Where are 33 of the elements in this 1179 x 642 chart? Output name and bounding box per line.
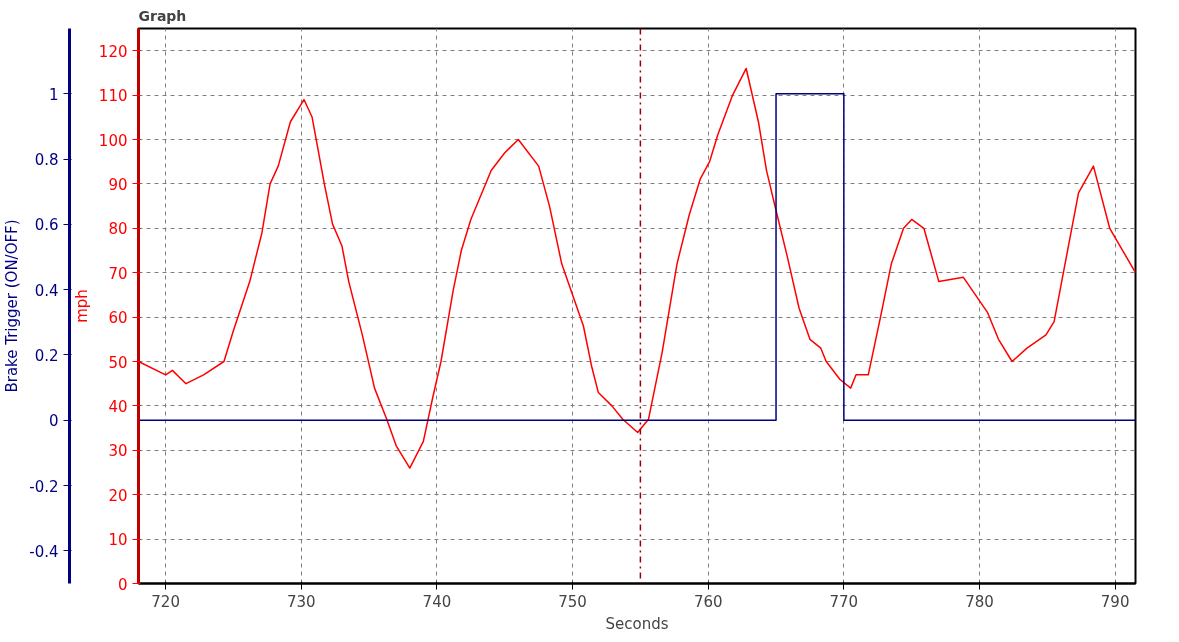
y-tick-label: 40 [108,397,128,416]
x-tick-label: 720 [151,592,180,611]
y2-tick-label: 0.8 [34,151,59,170]
y2-axis-title: Brake Trigger (ON/OFF) [3,219,22,393]
y2-tick-label: -0.2 [29,477,59,496]
y-tick-label: 100 [98,131,128,150]
y-tick-label: 20 [108,486,128,505]
x-tick-label: 790 [1100,592,1130,611]
x-axis-title: Seconds [605,614,669,633]
y-tick-label: 120 [98,42,128,61]
y-tick-label: 50 [108,353,128,372]
y-tick-label: 30 [108,442,128,461]
x-tick-label: 760 [693,592,723,611]
x-tick-label: 740 [422,592,452,611]
chart-title: Graph [138,7,187,24]
x-tick-label: 730 [286,592,316,611]
y-tick-label: 60 [108,309,128,328]
y2-tick-label: 0 [48,412,59,431]
y2-tick-label: 0.4 [34,281,59,300]
y-tick-label: 110 [98,87,128,106]
y-tick-label: 10 [108,531,128,550]
y-tick-label: 80 [108,220,128,239]
y2-tick-label: 0.2 [34,346,59,365]
y2-tick-label: 0.6 [34,216,59,235]
y-tick-label: 70 [108,264,128,283]
y-tick-label: 90 [108,175,128,194]
y2-tick-label: -0.4 [29,542,59,561]
x-tick-label: 780 [965,592,994,611]
y-axis-title: mph [72,289,91,323]
x-tick-label: 750 [558,592,587,611]
y-tick-label: 0 [117,575,128,594]
y2-tick-label: 1 [48,85,59,104]
x-tick-label: 770 [829,592,859,611]
